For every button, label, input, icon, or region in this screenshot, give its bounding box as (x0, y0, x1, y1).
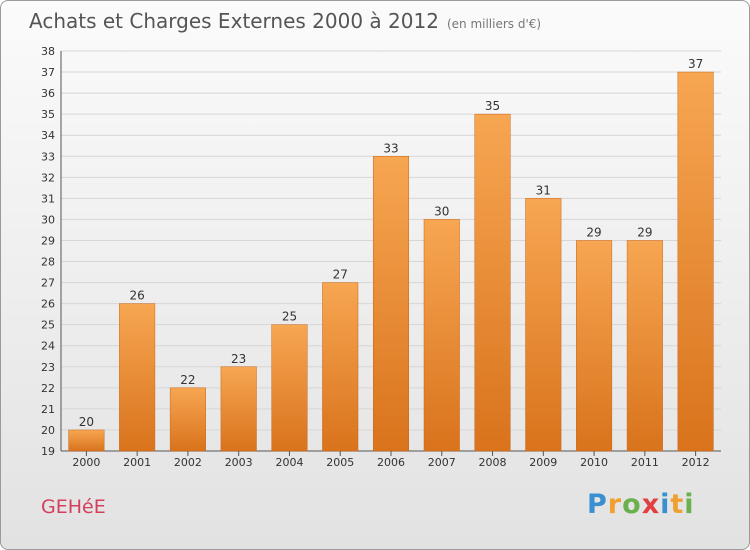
y-tick-label: 28 (41, 256, 55, 269)
y-tick-label: 38 (41, 45, 55, 58)
y-tick-label: 22 (41, 382, 55, 395)
y-tick-label: 35 (41, 108, 55, 121)
y-tick-label: 24 (41, 340, 55, 353)
logo-letter: o (622, 489, 642, 520)
logo-letter: P (587, 489, 608, 520)
y-tick-label: 29 (41, 234, 55, 247)
y-tick-label: 23 (41, 361, 55, 374)
bar (68, 429, 105, 452)
y-tick-label: 32 (41, 171, 55, 184)
x-tick-label: 2002 (174, 456, 202, 469)
bar (626, 240, 663, 452)
bar (525, 198, 562, 452)
data-label: 26 (130, 289, 145, 303)
bar (576, 240, 613, 452)
logo-letter: x (641, 489, 661, 520)
y-tick-label: 25 (41, 319, 55, 332)
data-label: 35 (485, 99, 500, 113)
chart-subtitle: (en milliers d'€) (446, 17, 542, 31)
bar (119, 303, 156, 452)
chart-title: Achats et Charges Externes 2000 à 2012 (e… (29, 9, 541, 33)
logo-letter: t (670, 489, 685, 520)
data-label: 27 (333, 268, 348, 282)
y-tick-label: 33 (41, 150, 55, 163)
data-label: 25 (282, 310, 297, 324)
y-tick-label: 36 (41, 87, 55, 100)
x-tick-label: 2001 (123, 456, 151, 469)
x-tick-label: 2011 (631, 456, 659, 469)
x-tick-label: 2003 (225, 456, 253, 469)
data-label: 23 (231, 352, 246, 366)
x-tick-label: 2009 (529, 456, 557, 469)
x-tick-label: 2012 (682, 456, 710, 469)
logo-letter: i (660, 489, 671, 520)
bar (372, 156, 410, 452)
x-tick-label: 2010 (580, 456, 608, 469)
bar (220, 366, 257, 452)
bar (677, 71, 714, 452)
x-tick-label: 2005 (326, 456, 354, 469)
data-label: 37 (688, 57, 703, 71)
data-label: 30 (434, 204, 449, 218)
logo-letter: r (607, 489, 623, 520)
y-tick-label: 20 (41, 424, 55, 437)
y-tick-label: 19 (41, 445, 55, 458)
logo-letter: i (684, 489, 695, 520)
bar (169, 387, 206, 452)
y-tick-label: 31 (41, 192, 55, 205)
bar (322, 282, 359, 452)
bar (423, 219, 460, 452)
bar (474, 113, 511, 452)
x-tick-label: 2007 (428, 456, 456, 469)
y-tick-label: 30 (41, 213, 55, 226)
data-label: 20 (79, 415, 94, 429)
data-label: 31 (536, 183, 551, 197)
y-tick-label: 37 (41, 66, 55, 79)
chart-title-text: Achats et Charges Externes 2000 à 2012 (29, 9, 439, 33)
data-label: 29 (586, 225, 601, 239)
commune-name: GEHéE (41, 496, 106, 518)
data-label: 29 (637, 225, 652, 239)
y-tick-label: 26 (41, 298, 55, 311)
x-tick-label: 2000 (72, 456, 100, 469)
x-tick-label: 2008 (479, 456, 507, 469)
y-tick-label: 34 (41, 129, 55, 142)
x-tick-label: 2006 (377, 456, 405, 469)
data-label: 22 (180, 373, 195, 387)
y-tick-label: 27 (41, 277, 55, 290)
x-tick-label: 2004 (275, 456, 303, 469)
y-tick-label: 21 (41, 403, 55, 416)
bar (271, 324, 308, 452)
proxiti-logo: Proxiti (587, 489, 695, 520)
data-label: 33 (383, 141, 398, 155)
